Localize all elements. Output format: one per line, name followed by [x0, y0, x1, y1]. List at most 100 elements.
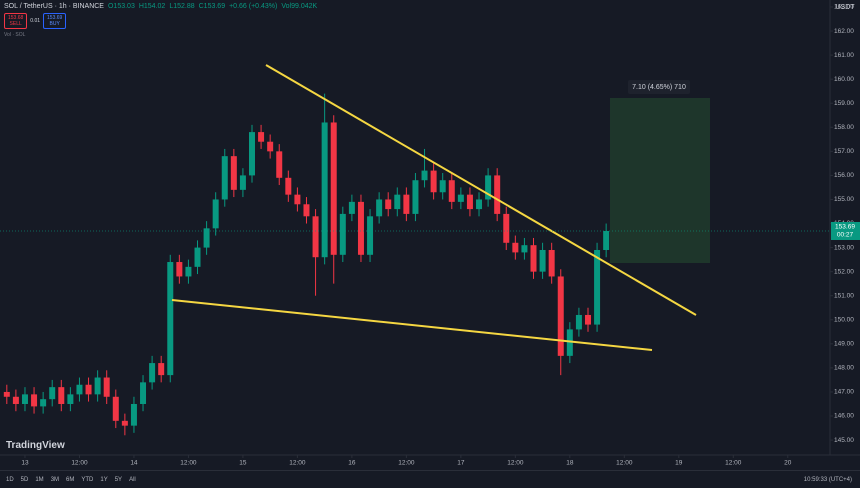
candle-body: [285, 177, 292, 195]
candle-body: [330, 122, 337, 255]
y-tick-label: 148.00: [834, 365, 854, 372]
timeframe-button[interactable]: 1Y: [100, 476, 108, 483]
candle-body: [530, 245, 537, 272]
candle-body: [31, 394, 38, 407]
candle-body: [112, 396, 119, 421]
candle-body: [548, 249, 555, 277]
candle-body: [575, 314, 582, 330]
candle-body: [466, 194, 473, 210]
candle-body: [385, 199, 392, 210]
timeframe-button[interactable]: 1D: [6, 476, 14, 483]
x-tick-label: 16: [348, 460, 356, 467]
x-tick-label: 12:00: [180, 460, 197, 467]
countdown: 00:27: [837, 232, 854, 239]
x-tick-label: 12:00: [398, 460, 415, 467]
candle-body: [566, 329, 573, 356]
candle-body: [221, 156, 228, 200]
y-tick-label: 156.00: [834, 172, 854, 179]
x-tick-label: 12:00: [725, 460, 742, 467]
candle-body: [3, 391, 10, 397]
candle-body: [121, 420, 128, 426]
candle-body: [339, 213, 346, 255]
candle-body: [312, 216, 319, 258]
candle-body: [149, 363, 156, 383]
symbol: SOL / TetherUS · 1h · BINANCE: [4, 3, 104, 10]
candle-body: [239, 175, 246, 190]
candle-body: [348, 201, 355, 214]
timeframe-button[interactable]: 6M: [66, 476, 75, 483]
candle-body: [158, 363, 165, 376]
x-tick-label: 18: [566, 460, 574, 467]
ohlc: L152.88: [169, 3, 195, 10]
timeframe-button[interactable]: YTD: [81, 476, 94, 483]
timeframe-button[interactable]: 5Y: [114, 476, 123, 483]
candle-body: [584, 314, 591, 325]
candle-body: [12, 396, 19, 404]
position-box: [610, 98, 710, 263]
y-tick-label: 152.00: [834, 268, 854, 275]
x-tick-label: 17: [457, 460, 465, 467]
position-label-bg: [628, 80, 690, 94]
candle-body: [212, 199, 219, 229]
x-tick-label: 12:00: [289, 460, 306, 467]
y-tick-label: 150.00: [834, 316, 854, 323]
last-price: 153.69: [835, 224, 855, 231]
volume-label: Vol · SOL: [4, 32, 26, 38]
ohlc: +0.66 (+0.43%): [229, 3, 278, 10]
y-tick-label: 160.00: [834, 76, 854, 83]
x-tick-label: 20: [784, 460, 792, 467]
candle-body: [167, 262, 174, 376]
candle-body: [557, 276, 564, 356]
ohlc: C153.69: [198, 3, 226, 10]
chart: 7.10 (4.65%) 710 USDT 145.00 146.00 147.00…: [0, 0, 860, 467]
timeframe-button[interactable]: 3M: [50, 476, 60, 483]
sell-button[interactable]: 153.68 SELL: [4, 13, 28, 29]
candle-body: [140, 382, 147, 404]
clock: 10:59:33 (UTC+4): [803, 476, 852, 483]
y-tick-label: 157.00: [834, 148, 854, 155]
timeframe-button[interactable]: 1M: [35, 476, 44, 483]
candle-body: [412, 180, 419, 214]
y-tick-label: 151.00: [834, 292, 854, 299]
candle-body: [476, 199, 483, 210]
y-tick-label: 161.00: [834, 52, 854, 59]
candle-body: [394, 194, 401, 210]
candle-body: [485, 175, 492, 200]
candle-body: [367, 216, 374, 255]
buy-button[interactable]: 153.69 BUY: [43, 13, 67, 29]
candle-body: [521, 245, 528, 253]
y-tick-label: 147.00: [834, 389, 854, 396]
candle-body: [40, 399, 47, 407]
candle-body: [185, 266, 192, 277]
candle-body: [357, 201, 364, 255]
y-tick-label: 159.00: [834, 100, 854, 107]
x-tick-label: 12:00: [616, 460, 633, 467]
y-tick-label: 158.00: [834, 124, 854, 131]
trade-buttons: 153.68 SELL 0.01 153.69 BUY: [4, 13, 67, 29]
x-tick-label: 14: [130, 460, 138, 467]
candle-body: [421, 170, 428, 181]
x-tick-label: 19: [675, 460, 683, 467]
candle-body: [294, 194, 301, 205]
candle-body: [494, 175, 501, 214]
ohlc: Vol99.042K: [281, 3, 318, 10]
candle-body: [403, 194, 410, 214]
candle-body: [276, 151, 283, 178]
candle-body: [258, 132, 265, 142]
trend-line: [171, 299, 653, 351]
timeframe-button[interactable]: All: [129, 476, 136, 483]
candle-body: [503, 213, 510, 243]
candle-body: [512, 242, 519, 253]
candle-body: [94, 377, 101, 395]
y-tick-label: 149.00: [834, 341, 854, 348]
brand: TradingView: [6, 440, 65, 451]
candle-body: [67, 394, 74, 404]
trend-line: [265, 64, 697, 316]
candle-body: [303, 204, 310, 217]
candle-body: [194, 247, 201, 267]
candle-body: [603, 230, 610, 250]
timeframe-button[interactable]: 5D: [20, 476, 29, 483]
y-tick-label: 145.00: [834, 437, 854, 444]
x-tick-label: 12:00: [71, 460, 88, 467]
sell-label: SELL: [9, 21, 22, 27]
